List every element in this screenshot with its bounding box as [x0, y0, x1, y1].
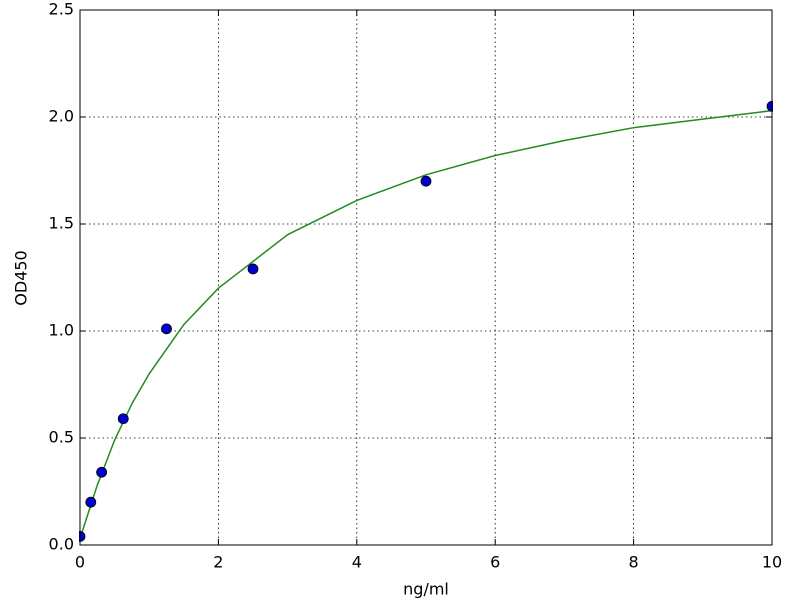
- y-axis-label: OD450: [12, 250, 31, 305]
- x-tick-label: 10: [762, 553, 782, 572]
- y-tick-label: 2.5: [49, 0, 74, 19]
- y-tick-label: 0.0: [49, 535, 74, 554]
- data-point: [85, 496, 97, 508]
- y-tick-label: 0.5: [49, 428, 74, 447]
- marks: [79, 100, 773, 542]
- data-point: [161, 323, 172, 335]
- x-tick-label: 6: [490, 553, 500, 572]
- x-tick-label: 2: [213, 553, 223, 572]
- y-tick-label: 2.0: [49, 107, 74, 126]
- plot-frame: [79, 9, 773, 546]
- data-point: [420, 175, 432, 187]
- y-tick-label: 1.5: [49, 214, 74, 233]
- y-tick-label: 1.0: [49, 321, 74, 340]
- x-tick-label: 4: [352, 553, 362, 572]
- x-tick-label: 0: [75, 553, 85, 572]
- data-point: [247, 263, 259, 275]
- x-tick-label: 8: [629, 553, 639, 572]
- x-axis-label: ng/ml: [403, 580, 449, 599]
- data-point: [96, 466, 108, 478]
- fit-curve: [79, 109, 773, 539]
- plot-area: [80, 10, 772, 545]
- data-point: [117, 413, 129, 425]
